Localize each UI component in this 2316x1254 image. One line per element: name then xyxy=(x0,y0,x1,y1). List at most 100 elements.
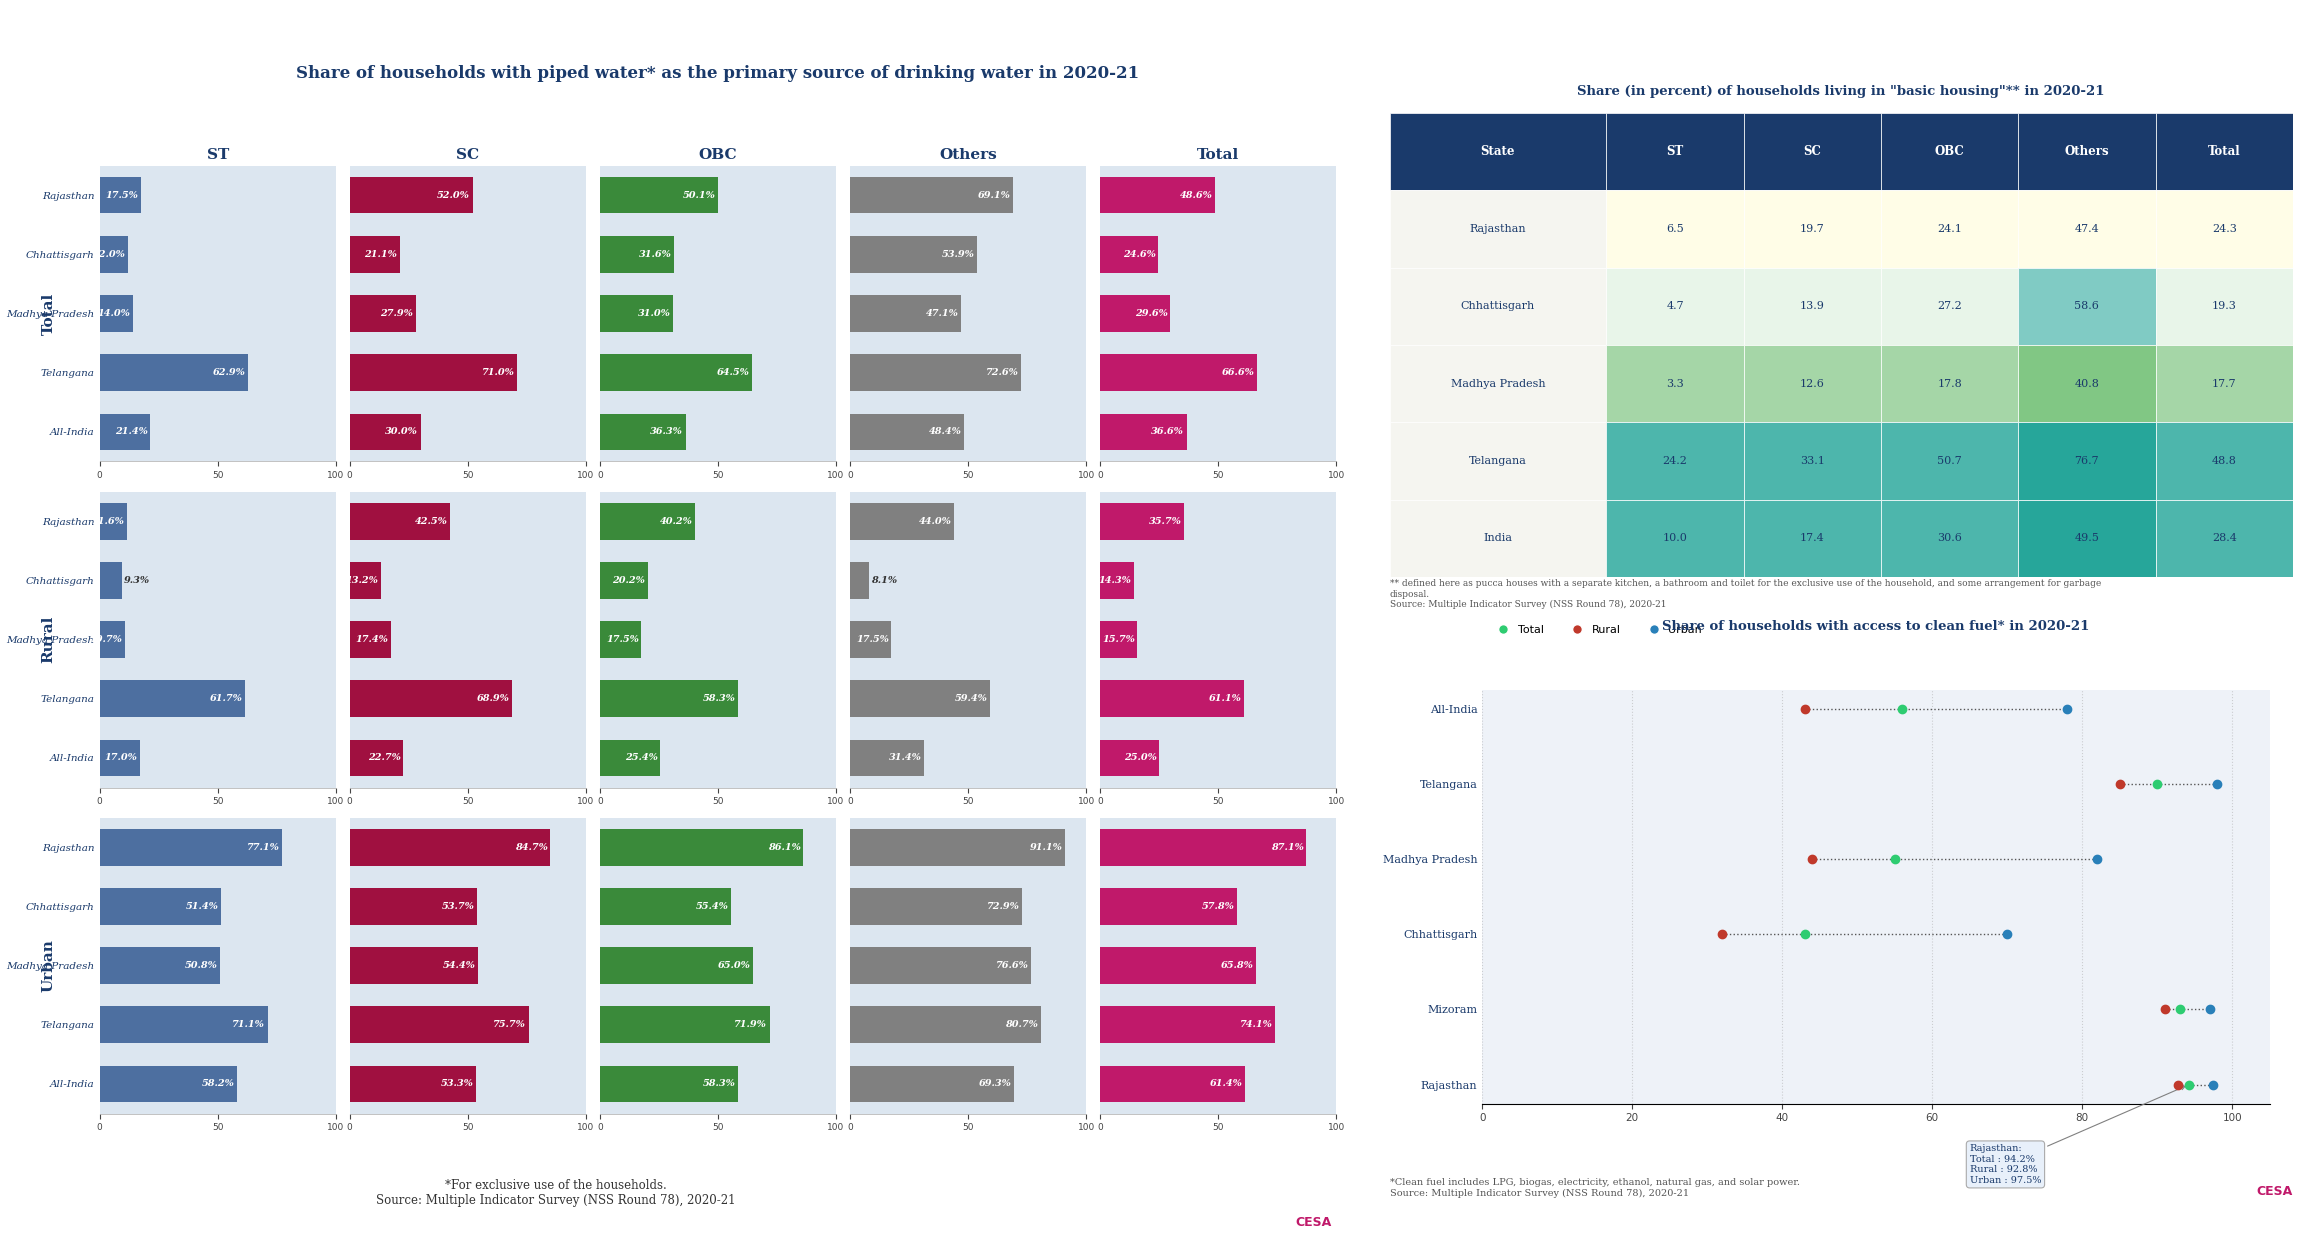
Title: ST: ST xyxy=(206,148,229,162)
Text: State: State xyxy=(1480,145,1515,158)
Bar xyxy=(350,236,401,272)
Bar xyxy=(100,947,220,984)
Text: 80.7%: 80.7% xyxy=(1005,1021,1038,1030)
Text: 69.3%: 69.3% xyxy=(977,1080,1012,1088)
Text: 25.0%: 25.0% xyxy=(1123,754,1156,762)
Bar xyxy=(850,621,892,658)
Bar xyxy=(600,177,718,213)
Bar xyxy=(850,236,977,272)
Bar xyxy=(350,947,477,984)
Text: 61.1%: 61.1% xyxy=(1209,695,1241,703)
Bar xyxy=(2156,191,2293,267)
Bar xyxy=(1390,113,1607,191)
Bar xyxy=(350,888,477,924)
Bar xyxy=(600,355,753,391)
Text: 17.5%: 17.5% xyxy=(107,191,139,199)
Bar xyxy=(2156,113,2293,191)
Text: 48.8: 48.8 xyxy=(2212,456,2237,465)
Bar xyxy=(1881,191,2017,267)
Bar xyxy=(600,236,674,272)
Text: 24.6%: 24.6% xyxy=(1123,250,1156,258)
Text: 31.0%: 31.0% xyxy=(637,308,672,319)
Bar xyxy=(100,621,125,658)
Bar xyxy=(350,681,512,717)
Bar xyxy=(100,177,141,213)
Bar xyxy=(350,740,403,776)
Text: 75.7%: 75.7% xyxy=(493,1021,526,1030)
Bar xyxy=(1390,423,1607,499)
Text: 19.7: 19.7 xyxy=(1800,224,1825,233)
Bar xyxy=(600,1066,736,1102)
Bar xyxy=(1607,267,1744,345)
Bar xyxy=(850,355,1021,391)
Text: Total: Total xyxy=(42,292,56,335)
Bar xyxy=(600,888,732,924)
Text: 72.6%: 72.6% xyxy=(987,369,1019,377)
Text: Share (in percent) of households living in "basic housing"** in 2020-21: Share (in percent) of households living … xyxy=(1577,85,2105,98)
Text: CESA: CESA xyxy=(1295,1216,1332,1229)
Text: 27.2: 27.2 xyxy=(1936,301,1962,311)
Text: 58.3%: 58.3% xyxy=(702,695,734,703)
Text: 53.3%: 53.3% xyxy=(440,1080,472,1088)
Text: CESA: CESA xyxy=(2256,1185,2293,1198)
Bar xyxy=(100,681,245,717)
Text: 30.0%: 30.0% xyxy=(384,428,419,436)
Text: 71.9%: 71.9% xyxy=(734,1021,767,1030)
Text: 40.8: 40.8 xyxy=(2075,379,2098,389)
Bar xyxy=(2017,345,2156,423)
Text: 36.3%: 36.3% xyxy=(651,428,683,436)
Text: 24.1: 24.1 xyxy=(1936,224,1962,233)
Bar xyxy=(1881,267,2017,345)
Text: Total: Total xyxy=(2207,145,2240,158)
Text: 17.8: 17.8 xyxy=(1936,379,1962,389)
Text: 66.6%: 66.6% xyxy=(1223,369,1255,377)
Text: 51.4%: 51.4% xyxy=(185,902,218,910)
Bar xyxy=(850,177,1012,213)
Bar xyxy=(100,236,127,272)
Bar xyxy=(1607,113,1744,191)
Bar xyxy=(1100,740,1160,776)
Bar xyxy=(2017,191,2156,267)
Text: Share of households with piped water* as the primary source of drinking water in: Share of households with piped water* as… xyxy=(296,64,1139,82)
Text: *Clean fuel includes LPG, biogas, electricity, ethanol, natural gas, and solar p: *Clean fuel includes LPG, biogas, electr… xyxy=(1390,1178,1800,1198)
Text: 22.7%: 22.7% xyxy=(368,754,401,762)
Bar xyxy=(850,562,868,598)
Text: 47.4: 47.4 xyxy=(2075,224,2098,233)
Text: Telangana: Telangana xyxy=(1468,456,1526,465)
Bar xyxy=(850,947,1031,984)
Text: 69.1%: 69.1% xyxy=(977,191,1010,199)
Text: 17.4: 17.4 xyxy=(1800,533,1825,543)
Text: 3.3: 3.3 xyxy=(1665,379,1684,389)
Text: 50.1%: 50.1% xyxy=(683,191,716,199)
Bar xyxy=(1100,829,1306,865)
Bar xyxy=(350,295,415,332)
Bar xyxy=(1390,345,1607,423)
Text: 64.5%: 64.5% xyxy=(718,369,750,377)
Bar xyxy=(100,295,132,332)
Title: Others: Others xyxy=(940,148,996,162)
Text: 9.3%: 9.3% xyxy=(125,576,151,584)
Text: 8.1%: 8.1% xyxy=(871,576,899,584)
Bar xyxy=(1100,888,1237,924)
Title: SC: SC xyxy=(456,148,479,162)
Bar xyxy=(1744,423,1881,499)
Bar xyxy=(350,414,422,450)
Title: OBC: OBC xyxy=(699,148,736,162)
Bar xyxy=(600,562,648,598)
Bar xyxy=(1100,295,1170,332)
Text: 87.1%: 87.1% xyxy=(1271,843,1304,851)
Bar xyxy=(2017,267,2156,345)
Bar xyxy=(1744,267,1881,345)
Bar xyxy=(2156,267,2293,345)
Text: 12.6: 12.6 xyxy=(1800,379,1825,389)
Bar xyxy=(1100,503,1183,539)
Text: 91.1%: 91.1% xyxy=(1031,843,1063,851)
Bar xyxy=(100,414,151,450)
Bar xyxy=(350,829,549,865)
Bar xyxy=(1881,499,2017,577)
Text: 17.0%: 17.0% xyxy=(104,754,137,762)
Text: 74.1%: 74.1% xyxy=(1239,1021,1274,1030)
Bar xyxy=(100,355,248,391)
Bar xyxy=(1390,499,1607,577)
Text: 27.9%: 27.9% xyxy=(380,308,412,319)
